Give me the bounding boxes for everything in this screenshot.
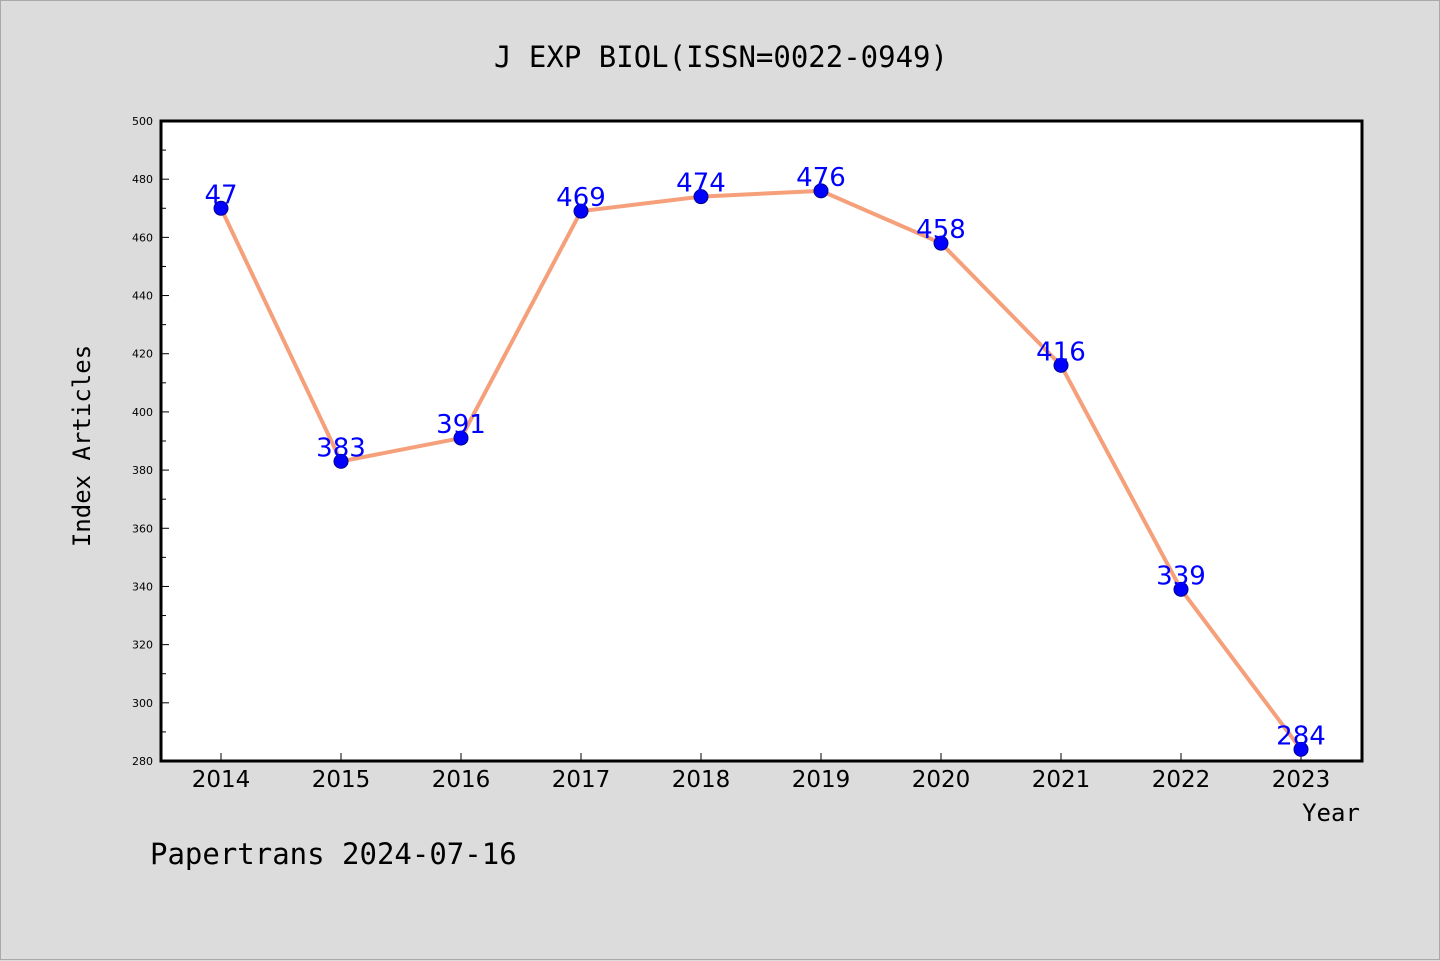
series-layer: 47 383 391 469 474 476 458 416 339 284 bbox=[204, 163, 1326, 757]
x-tick-label: 2021 bbox=[1032, 767, 1091, 793]
plot-area bbox=[159, 119, 1364, 763]
y-tick-label: 340 bbox=[132, 580, 153, 593]
x-axis: 2014 2015 2016 2017 2018 2019 2020 2021 2022 2023 bbox=[192, 753, 1331, 793]
data-label: 383 bbox=[316, 433, 366, 463]
x-tick-label: 2017 bbox=[552, 767, 611, 793]
chart-title: J EXP BIOL(ISSN=0022-0949) bbox=[494, 40, 948, 74]
data-label: 416 bbox=[1036, 337, 1086, 367]
data-label: 458 bbox=[916, 215, 966, 245]
data-point bbox=[453, 430, 469, 446]
data-label: 47 bbox=[204, 180, 237, 210]
x-tick-label: 2022 bbox=[1152, 767, 1211, 793]
data-point bbox=[1173, 581, 1189, 597]
x-tick-label: 2023 bbox=[1272, 767, 1331, 793]
y-tick-label: 400 bbox=[132, 406, 153, 419]
data-label: 339 bbox=[1156, 561, 1206, 591]
y-axis: 280 300 320 340 360 380 400 420 440 460 480 500 bbox=[132, 115, 169, 768]
x-tick-label: 2020 bbox=[912, 767, 971, 793]
data-point bbox=[813, 183, 829, 199]
y-tick-label: 280 bbox=[132, 755, 153, 768]
data-label: 391 bbox=[436, 410, 486, 440]
x-tick-label: 2016 bbox=[432, 767, 491, 793]
y-tick-label: 420 bbox=[132, 348, 153, 361]
y-tick-label: 480 bbox=[132, 173, 153, 186]
data-point bbox=[213, 200, 229, 216]
data-point bbox=[693, 189, 709, 205]
x-tick-label: 2014 bbox=[192, 767, 251, 793]
data-point bbox=[573, 203, 589, 219]
y-tick-label: 380 bbox=[132, 464, 153, 477]
x-axis-label: Year bbox=[1302, 799, 1360, 827]
y-tick-label: 460 bbox=[132, 231, 153, 244]
data-point bbox=[333, 453, 349, 469]
y-axis-label: Index Articles bbox=[68, 345, 96, 547]
y-tick-label: 440 bbox=[132, 290, 153, 303]
footer-text: Papertrans 2024-07-16 bbox=[150, 837, 517, 871]
x-tick-label: 2019 bbox=[792, 767, 851, 793]
data-point bbox=[933, 235, 949, 251]
data-point bbox=[1293, 741, 1309, 757]
y-tick-label: 360 bbox=[132, 522, 153, 535]
data-label: 474 bbox=[676, 169, 726, 199]
data-label: 469 bbox=[556, 183, 606, 213]
data-point bbox=[1053, 357, 1069, 373]
x-tick-label: 2015 bbox=[312, 767, 371, 793]
data-label: 284 bbox=[1276, 721, 1326, 751]
y-tick-label: 300 bbox=[132, 697, 153, 710]
y-tick-label: 320 bbox=[132, 639, 153, 652]
y-tick-label: 500 bbox=[132, 115, 153, 128]
x-tick-label: 2018 bbox=[672, 767, 731, 793]
data-label: 476 bbox=[796, 163, 846, 193]
series-line bbox=[219, 188, 1303, 752]
